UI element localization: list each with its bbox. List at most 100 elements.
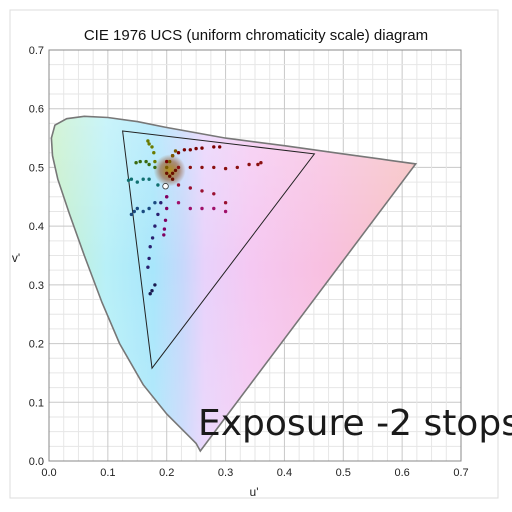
scatter-point: [259, 161, 263, 165]
x-tick-label: 0.1: [100, 467, 115, 479]
y-tick-label: 0.3: [29, 280, 44, 292]
x-tick-label: 0.4: [277, 467, 292, 479]
scatter-point: [165, 206, 169, 211]
scatter-point: [148, 245, 152, 249]
scatter-point: [134, 161, 138, 165]
x-axis-label: u': [250, 485, 259, 499]
scatter-point: [138, 159, 142, 164]
x-tick-label: 0.7: [453, 467, 468, 479]
spectral-locus-shade: [51, 116, 416, 452]
x-tick-label: 0.2: [159, 467, 174, 479]
scatter-point: [170, 171, 175, 175]
exposure-annotation: Exposure -2 stops: [198, 403, 512, 444]
plot-border: [48, 49, 462, 462]
scatter-point: [144, 159, 148, 164]
scatter-point: [126, 178, 131, 182]
scatter-point: [200, 146, 204, 150]
scatter-point: [165, 171, 169, 175]
scatter-point: [153, 224, 157, 228]
data-points: [126, 139, 263, 296]
scatter-point: [200, 165, 204, 170]
x-tick-label: 0.5: [336, 467, 351, 479]
scatter-point: [165, 159, 169, 164]
scatter-point: [247, 162, 251, 167]
scatter-point: [194, 146, 198, 151]
scatter-point: [200, 206, 204, 211]
scatter-point: [223, 209, 228, 214]
scatter-point: [163, 218, 168, 222]
scatter-point: [188, 206, 192, 211]
gamut-triangle: [122, 130, 316, 370]
scatter-point: [176, 165, 181, 170]
y-tick-label: 0.6: [29, 104, 44, 116]
scatter-point: [153, 283, 157, 287]
y-tick-label: 0.7: [29, 45, 44, 57]
chart-title: CIE 1976 UCS (uniform chromaticity scale…: [84, 27, 428, 44]
scatter-point: [165, 165, 169, 170]
scatter-point: [135, 180, 139, 184]
scatter-point: [146, 265, 150, 269]
y-tick-label: 0.0: [29, 456, 44, 468]
scatter-point: [129, 177, 134, 181]
x-tick-labels: 0.0 0.1 0.2 0.3 0.4 0.5 0.6 0.7: [41, 467, 468, 479]
scatter-point: [188, 186, 192, 190]
scatter-point: [147, 206, 151, 211]
scatter-point: [152, 151, 156, 155]
scatter-point: [153, 165, 157, 170]
scatter-point: [156, 183, 160, 187]
scatter-point: [156, 212, 160, 217]
scatter-point: [150, 236, 155, 240]
scatter-point: [150, 289, 154, 293]
scatter-point: [223, 201, 228, 205]
white-point: [162, 183, 169, 190]
scatter-point: [176, 201, 181, 205]
scatter-point: [256, 162, 260, 167]
scatter-point: [147, 142, 151, 146]
scatter-point: [218, 145, 222, 149]
scatter-point: [170, 154, 175, 158]
x-tick-label: 0.6: [394, 467, 409, 479]
scatter-point: [200, 189, 204, 193]
scatter-point: [148, 292, 152, 296]
scatter-point: [188, 148, 192, 152]
scatter-point: [141, 177, 145, 181]
scatter-point: [173, 168, 178, 173]
scatter-point: [176, 183, 181, 187]
scatter-point: [147, 256, 151, 261]
y-tick-label: 0.2: [29, 339, 44, 351]
scatter-point: [212, 165, 216, 170]
scatter-point: [159, 201, 163, 205]
scatter-point: [153, 159, 157, 164]
outer-border: [9, 9, 499, 499]
x-tick-label: 0.3: [218, 467, 233, 479]
scatter-point: [212, 206, 216, 211]
scatter-point: [223, 166, 228, 171]
y-tick-label: 0.1: [29, 397, 44, 409]
scatter-point: [188, 165, 192, 170]
scatter-point: [135, 206, 139, 211]
scatter-point: [153, 201, 157, 205]
scatter-point: [146, 139, 150, 143]
scatter-point: [168, 159, 172, 164]
scatter-point: [173, 149, 178, 153]
y-tick-labels: 0.0 0.1 0.2 0.3 0.4 0.5 0.6 0.7: [29, 45, 44, 468]
scatter-point: [129, 212, 134, 217]
y-axis-label: v': [12, 251, 20, 265]
scatter-point: [212, 192, 216, 196]
y-tick-label: 0.4: [29, 221, 44, 233]
scatter-point: [165, 195, 169, 199]
scatter-point: [235, 165, 239, 170]
scatter-point: [147, 162, 151, 167]
y-tick-label: 0.5: [29, 162, 44, 174]
scatter-point: [141, 209, 145, 214]
scatter-point: [147, 177, 151, 181]
scatter-point: [162, 233, 166, 237]
scatter-point: [170, 177, 175, 181]
scatter-point: [182, 148, 187, 152]
scatter-point: [168, 174, 172, 178]
x-tick-label: 0.0: [41, 467, 56, 479]
scatter-point: [162, 227, 167, 231]
scatter-point: [212, 145, 216, 149]
